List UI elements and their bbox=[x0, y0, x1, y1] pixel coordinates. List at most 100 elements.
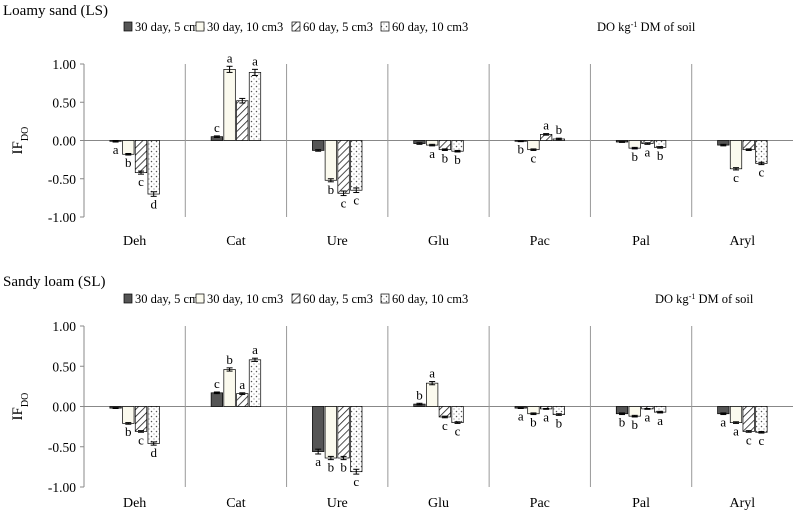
bar bbox=[134, 406, 148, 432]
y-axis-label-sub: DO bbox=[20, 393, 31, 407]
significance-label: b bbox=[125, 155, 132, 170]
bar bbox=[527, 140, 540, 151]
significance-label: a bbox=[239, 377, 245, 392]
x-tick-label: Cat bbox=[226, 496, 246, 511]
bar bbox=[223, 369, 236, 407]
y-axis-label: IFDO bbox=[10, 393, 31, 421]
significance-label: a bbox=[645, 144, 651, 159]
bar bbox=[210, 392, 223, 407]
significance-label: a bbox=[227, 50, 233, 65]
y-tick-label: 1.00 bbox=[52, 319, 76, 334]
legend-unit-tail: DM of soil bbox=[695, 292, 754, 306]
significance-label: b bbox=[454, 152, 461, 167]
significance-label: c bbox=[746, 432, 752, 447]
significance-label: c bbox=[138, 174, 144, 189]
x-tick-label: Pac bbox=[530, 496, 550, 511]
y-tick-label: -0.50 bbox=[48, 172, 76, 187]
y-tick-label: 0.00 bbox=[52, 400, 76, 415]
bar bbox=[122, 140, 135, 155]
y-tick-label: 0.50 bbox=[52, 359, 76, 374]
legend-swatch bbox=[291, 293, 301, 304]
significance-label: b bbox=[631, 149, 638, 164]
significance-label: b bbox=[556, 122, 563, 137]
bar bbox=[312, 140, 325, 151]
significance-label: a bbox=[645, 409, 651, 424]
x-tick-label: Ure bbox=[327, 234, 348, 249]
bar bbox=[350, 140, 363, 191]
significance-label: c bbox=[214, 120, 220, 135]
x-tick-label: Deh bbox=[123, 234, 146, 249]
significance-label: b bbox=[226, 352, 233, 367]
significance-label: b bbox=[657, 148, 664, 163]
y-tick-label: 1.00 bbox=[52, 57, 76, 72]
legend-swatch bbox=[195, 21, 205, 32]
significance-label: b bbox=[556, 415, 563, 430]
significance-label: d bbox=[150, 196, 157, 211]
bar bbox=[742, 406, 755, 432]
bar bbox=[451, 140, 464, 152]
bar bbox=[134, 140, 148, 173]
bar bbox=[337, 406, 350, 459]
significance-label: a bbox=[733, 423, 739, 438]
chart-title: Loamy sand (LS) bbox=[3, 3, 108, 19]
legend-unit-tail: DM of soil bbox=[637, 20, 696, 34]
x-tick-label: Aryl bbox=[730, 496, 756, 511]
legend-swatch bbox=[123, 21, 133, 32]
bar bbox=[248, 72, 262, 141]
bar bbox=[324, 406, 337, 459]
significance-label: c bbox=[759, 165, 765, 180]
x-tick-label: Pac bbox=[530, 234, 550, 249]
significance-label: c bbox=[214, 376, 220, 391]
significance-label: a bbox=[518, 409, 524, 424]
significance-label: c bbox=[531, 150, 537, 165]
bar bbox=[729, 140, 743, 170]
significance-label: c bbox=[353, 474, 359, 489]
bar bbox=[438, 140, 451, 151]
bar bbox=[236, 100, 249, 141]
y-tick-label: -1.00 bbox=[48, 480, 76, 495]
significance-label: b bbox=[530, 415, 537, 430]
significance-label: a bbox=[113, 142, 119, 157]
y-tick-label: 0.50 bbox=[52, 95, 76, 110]
bar bbox=[236, 393, 249, 407]
legend-swatch bbox=[195, 293, 205, 304]
significance-label: a bbox=[252, 342, 258, 357]
bar bbox=[324, 140, 337, 181]
y-tick-label: -1.00 bbox=[48, 210, 76, 225]
bar bbox=[755, 406, 768, 433]
significance-label: d bbox=[150, 445, 157, 460]
x-tick-label: Aryl bbox=[730, 234, 756, 249]
x-tick-label: Ure bbox=[327, 496, 348, 511]
significance-label: b bbox=[328, 182, 335, 197]
x-tick-label: Glu bbox=[428, 496, 449, 511]
significance-label: c bbox=[759, 433, 765, 448]
legend-unit-sup: -1 bbox=[689, 292, 696, 301]
x-tick-label: Glu bbox=[428, 234, 449, 249]
x-tick-label: Deh bbox=[123, 496, 146, 511]
bar bbox=[438, 406, 451, 418]
significance-label: b bbox=[631, 417, 638, 432]
x-tick-label: Cat bbox=[226, 234, 246, 249]
bar bbox=[350, 406, 363, 473]
bar bbox=[312, 406, 325, 452]
significance-label: b bbox=[517, 142, 524, 157]
significance-label: a bbox=[720, 415, 726, 430]
significance-label: b bbox=[125, 424, 132, 439]
bar bbox=[742, 140, 755, 151]
bar bbox=[147, 140, 160, 195]
y-axis-label-sub: DO bbox=[20, 127, 31, 141]
significance-label: b bbox=[619, 415, 626, 430]
significance-label: c bbox=[442, 418, 448, 433]
significance-label: c bbox=[341, 196, 347, 211]
significance-label: a bbox=[429, 146, 435, 161]
legend-label: 30 day, 10 cm3 bbox=[207, 20, 283, 34]
significance-label: a bbox=[657, 413, 663, 428]
significance-label: b bbox=[442, 150, 449, 165]
bar bbox=[628, 406, 641, 417]
legend-unit-sup: -1 bbox=[631, 20, 638, 29]
chart-panel-1: Loamy sand (LS) 30 day, 5 cm3 30 day, 10 c… bbox=[3, 3, 793, 249]
legend-label: 30 day, 5 cm3 bbox=[135, 292, 205, 306]
bar bbox=[248, 359, 262, 407]
significance-label: a bbox=[315, 454, 321, 469]
